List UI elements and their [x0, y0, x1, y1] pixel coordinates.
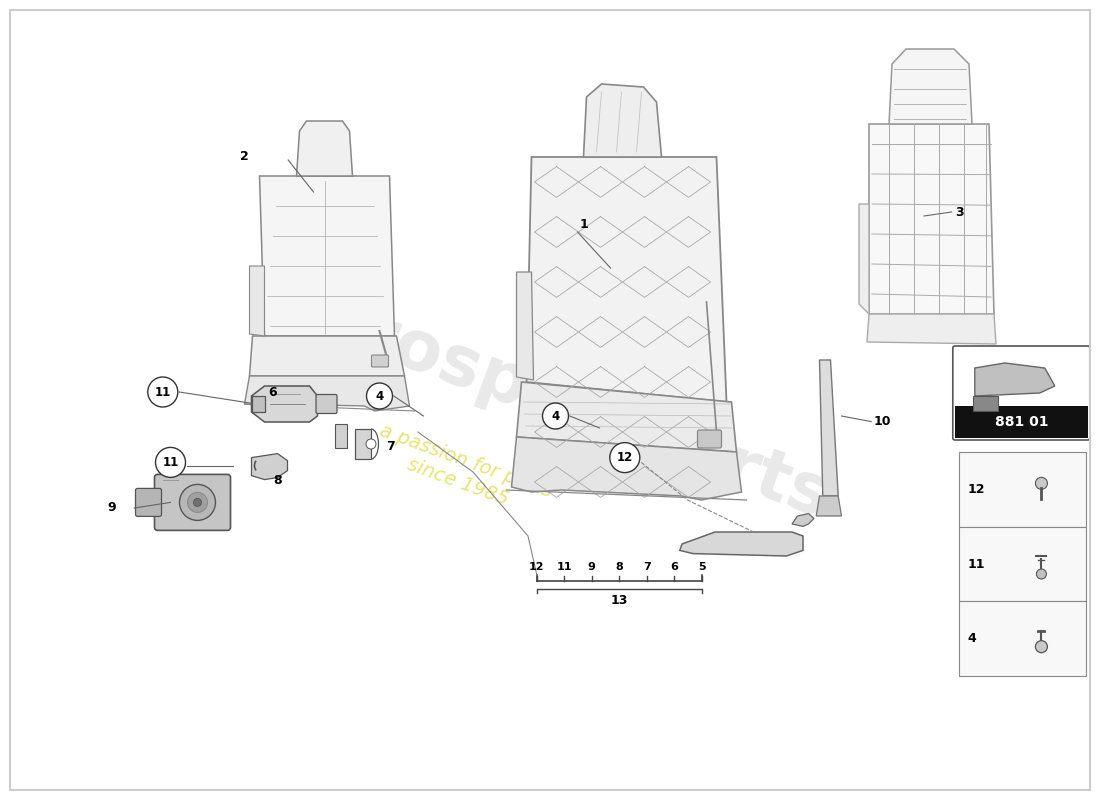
Polygon shape	[583, 84, 661, 157]
Text: 4: 4	[375, 390, 384, 402]
Circle shape	[366, 383, 393, 409]
Polygon shape	[252, 386, 318, 422]
Text: 11: 11	[967, 558, 984, 570]
Circle shape	[155, 447, 186, 478]
Polygon shape	[297, 121, 352, 176]
FancyBboxPatch shape	[372, 355, 388, 367]
Polygon shape	[820, 360, 838, 496]
Circle shape	[1035, 478, 1047, 490]
Text: 10: 10	[873, 415, 891, 428]
Text: 12: 12	[529, 562, 544, 572]
Circle shape	[1035, 641, 1047, 653]
Text: 5: 5	[698, 562, 705, 572]
Polygon shape	[512, 437, 741, 500]
Circle shape	[187, 492, 208, 512]
Text: 12: 12	[617, 451, 632, 464]
Polygon shape	[859, 204, 869, 314]
Text: 7: 7	[386, 440, 395, 453]
Polygon shape	[680, 532, 803, 556]
Circle shape	[194, 498, 201, 506]
FancyBboxPatch shape	[972, 396, 998, 411]
Text: 9: 9	[587, 562, 596, 572]
Circle shape	[542, 403, 569, 429]
FancyBboxPatch shape	[154, 474, 231, 530]
Polygon shape	[250, 336, 405, 376]
Text: 8: 8	[615, 562, 624, 572]
Polygon shape	[792, 514, 814, 526]
Text: 9: 9	[108, 501, 117, 514]
Polygon shape	[816, 496, 842, 516]
Text: 2: 2	[240, 150, 249, 163]
Text: 6: 6	[268, 386, 277, 398]
Text: 11: 11	[557, 562, 572, 572]
FancyBboxPatch shape	[959, 526, 1086, 602]
Polygon shape	[869, 124, 994, 314]
Text: 4: 4	[967, 632, 976, 645]
Text: 12: 12	[967, 483, 984, 496]
Text: 881 01: 881 01	[994, 415, 1048, 429]
Circle shape	[366, 439, 376, 449]
Text: 11: 11	[155, 386, 170, 398]
Text: 6: 6	[670, 562, 679, 572]
Text: 3: 3	[955, 206, 964, 218]
Polygon shape	[336, 424, 346, 448]
Text: 1: 1	[580, 218, 588, 230]
Circle shape	[147, 377, 178, 407]
FancyBboxPatch shape	[959, 452, 1086, 526]
Text: 4: 4	[551, 410, 560, 422]
Polygon shape	[517, 272, 534, 380]
FancyBboxPatch shape	[316, 394, 337, 414]
Polygon shape	[252, 454, 287, 479]
Polygon shape	[867, 314, 996, 344]
Text: 13: 13	[610, 594, 628, 607]
FancyBboxPatch shape	[955, 406, 1088, 438]
Polygon shape	[889, 49, 972, 124]
Circle shape	[609, 442, 640, 473]
FancyBboxPatch shape	[959, 602, 1086, 676]
Text: 7: 7	[642, 562, 651, 572]
Polygon shape	[527, 157, 726, 402]
Polygon shape	[244, 376, 409, 411]
Polygon shape	[250, 266, 264, 336]
Circle shape	[179, 484, 216, 520]
FancyBboxPatch shape	[135, 488, 162, 517]
Text: a passion for parts
since 1985: a passion for parts since 1985	[370, 422, 554, 522]
Polygon shape	[517, 382, 737, 452]
Polygon shape	[355, 429, 371, 459]
FancyBboxPatch shape	[697, 430, 722, 448]
Text: eurosportparts: eurosportparts	[261, 267, 839, 533]
Polygon shape	[260, 176, 395, 336]
FancyBboxPatch shape	[252, 396, 264, 412]
Text: 8: 8	[273, 474, 282, 486]
FancyBboxPatch shape	[953, 346, 1090, 440]
Text: 11: 11	[163, 456, 178, 469]
Circle shape	[1036, 569, 1046, 579]
Polygon shape	[975, 363, 1055, 396]
